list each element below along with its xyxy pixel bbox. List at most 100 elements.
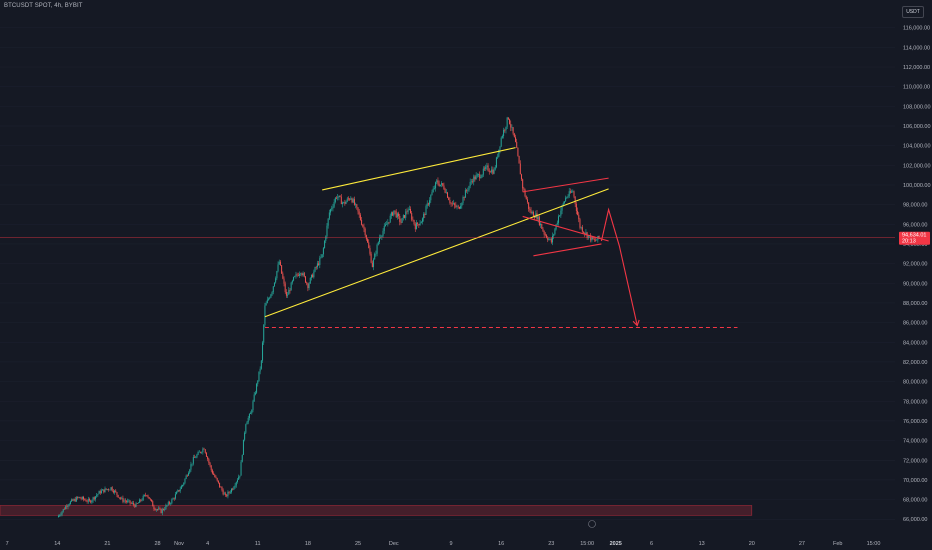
candle-body: [81, 496, 83, 499]
candle-body: [278, 261, 280, 265]
candle-body: [127, 500, 129, 502]
candle-body: [353, 199, 355, 205]
candle-body: [367, 239, 369, 243]
candle-body: [577, 210, 579, 215]
candle-body: [509, 119, 511, 124]
candle-body: [531, 211, 533, 214]
candle-body: [512, 127, 514, 134]
candle-body: [475, 175, 477, 180]
candle-body: [72, 499, 74, 501]
candle-body: [154, 509, 156, 511]
y-tick-label: 96,000.00: [903, 222, 927, 228]
candle-body: [203, 448, 205, 450]
candle-body: [62, 508, 64, 512]
candle-body: [488, 170, 490, 172]
x-tick-label: 25: [355, 541, 361, 547]
last-price-badge: [899, 231, 930, 245]
y-tick-label: 70,000.00: [903, 478, 927, 484]
x-tick-label: Feb: [833, 541, 842, 547]
candle-body: [170, 503, 172, 504]
candle-body: [339, 195, 341, 197]
candle-body: [122, 497, 124, 502]
candle-body: [415, 222, 417, 230]
candle-body: [192, 457, 194, 464]
candle-body: [332, 206, 334, 209]
candle-body: [405, 211, 407, 218]
x-tick-label: 27: [799, 541, 805, 547]
candle-body: [289, 290, 291, 291]
candle-body: [281, 265, 283, 274]
candle-body: [227, 491, 229, 497]
candle-body: [468, 186, 470, 191]
candle-body: [529, 208, 531, 211]
candle-body: [503, 129, 505, 137]
candle-body: [254, 392, 256, 395]
y-tick-label: 108,000.00: [903, 104, 931, 110]
candle-body: [386, 224, 388, 225]
candle-body: [312, 274, 314, 278]
candle-body: [310, 274, 312, 278]
candle-body: [483, 168, 485, 170]
candle-body: [430, 195, 432, 201]
x-tick-label: 7: [6, 541, 9, 547]
candle-body: [225, 493, 227, 495]
y-tick-label: 74,000.00: [903, 439, 927, 445]
candle-body: [240, 461, 242, 476]
candle-body: [498, 149, 500, 157]
candle-body: [173, 498, 175, 499]
candle-body: [307, 283, 309, 289]
candle-body: [412, 219, 414, 221]
y-tick-label: 88,000.00: [903, 301, 927, 307]
candle-body: [574, 196, 576, 205]
candle-body: [542, 228, 544, 232]
candle-body: [143, 494, 145, 496]
candle-body: [584, 232, 586, 234]
candle-body: [338, 195, 340, 198]
y-tick-label: 66,000.00: [903, 517, 927, 523]
candle-body: [336, 197, 338, 199]
y-tick-label: 114,000.00: [903, 45, 930, 51]
candle-body: [507, 117, 509, 120]
candle-body: [358, 211, 360, 215]
candle-body: [383, 225, 385, 231]
candle-body: [98, 491, 100, 495]
candle-body: [421, 218, 423, 222]
candle-body: [268, 298, 269, 300]
y-tick-label: 92,000.00: [903, 262, 927, 268]
candle-body: [134, 504, 136, 507]
candle-body: [320, 257, 322, 258]
candle-body: [375, 253, 377, 255]
candle-body: [525, 196, 527, 200]
candle-body: [489, 171, 491, 173]
candle-body: [499, 146, 501, 150]
support-zone: [0, 505, 753, 516]
candle-body: [315, 267, 317, 268]
candle-body: [204, 449, 206, 453]
candle-body: [321, 254, 323, 258]
candle-body: [478, 174, 480, 175]
candle-body: [162, 509, 164, 510]
candle-body: [326, 225, 328, 237]
candle-body: [359, 214, 361, 220]
candle-body: [242, 439, 244, 455]
candle-body: [580, 227, 582, 228]
candle-body: [324, 240, 326, 249]
candle-body: [104, 488, 106, 493]
candle-body: [130, 503, 132, 504]
candle-body: [546, 235, 548, 238]
candle-body: [441, 183, 443, 185]
candle-body: [373, 259, 375, 267]
candle-body: [426, 203, 428, 207]
candle-body: [469, 181, 471, 187]
candle-body: [241, 454, 243, 462]
candle-body: [71, 499, 73, 502]
currency-button[interactable]: USDT: [902, 6, 924, 18]
y-tick-label: 84,000.00: [903, 340, 927, 346]
candle-body: [327, 218, 329, 226]
candle-body: [450, 202, 452, 204]
candle-body: [396, 213, 398, 218]
candle-body: [404, 215, 406, 218]
x-tick-label: 14: [54, 541, 60, 547]
